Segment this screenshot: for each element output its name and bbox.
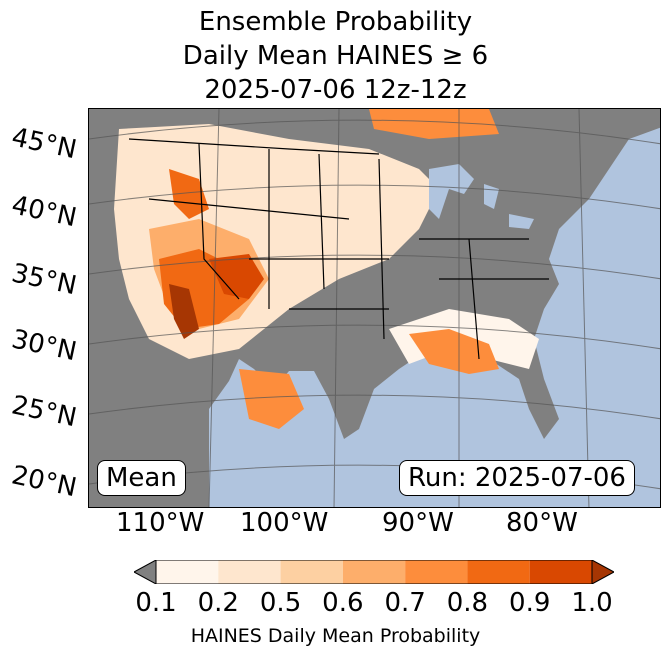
prob-field-canada <box>369 109 499 139</box>
lat-label-45n: 45°N <box>8 122 80 166</box>
great-lakes <box>429 164 534 229</box>
colorbar-under-arrow <box>134 560 157 584</box>
lat-label-20n: 20°N <box>8 460 80 504</box>
map-panel[interactable] <box>88 108 661 508</box>
colorbar-outline <box>155 560 593 584</box>
prob-field-highest-sw <box>209 254 264 299</box>
lon-label-90w: 90°W <box>382 508 454 538</box>
colorbar <box>134 560 614 584</box>
colorbar-tick-label: 0.9 <box>509 588 551 618</box>
colorbar-segment <box>218 560 281 584</box>
map-canvas <box>89 109 660 507</box>
lon-label-100w: 100°W <box>240 508 329 538</box>
colorbar-tick-label: 0.1 <box>135 588 177 618</box>
lat-label-35n: 35°N <box>8 258 80 302</box>
lat-label-25n: 25°N <box>8 390 80 434</box>
prob-field-texas <box>239 369 304 429</box>
stat-badge: Mean <box>97 460 186 496</box>
title-line-1: Ensemble Probability <box>198 7 473 37</box>
prob-field-southeast <box>409 329 499 374</box>
colorbar-label: HAINES Daily Mean Probability <box>190 625 481 647</box>
colorbar-tick-label: 0.6 <box>322 588 364 618</box>
lat-label-30n: 30°N <box>8 324 80 368</box>
lon-label-80w: 80°W <box>506 508 578 538</box>
colorbar-segment <box>467 560 530 584</box>
colorbar-tick-label: 1.0 <box>571 588 613 618</box>
colorbar-segment <box>342 560 406 584</box>
colorbar-segments <box>156 560 592 584</box>
state-borders <box>128 138 549 360</box>
colorbar-tick-label: 0.2 <box>197 588 239 618</box>
lon-label-110w: 110°W <box>116 508 205 538</box>
colorbar-tick-label: 0.5 <box>259 588 302 618</box>
title-line-3: 2025-07-06 12z-12z <box>204 75 467 105</box>
lat-label-40n: 40°N <box>8 190 80 234</box>
title-line-2: Daily Mean HAINES ≥ 6 <box>182 41 489 71</box>
run-badge: Run: 2025-07-06 <box>399 460 635 496</box>
colorbar-segment <box>529 560 592 584</box>
colorbar-tick-label: 0.7 <box>384 588 426 618</box>
colorbar-over-arrow <box>591 560 614 584</box>
colorbar-segment <box>280 560 343 584</box>
colorbar-segment <box>156 560 219 584</box>
colorbar-segment <box>405 560 468 584</box>
colorbar-tick-label: 0.8 <box>446 588 489 618</box>
prob-field-highest-coast <box>169 284 199 339</box>
prob-field-northwest <box>169 169 209 219</box>
